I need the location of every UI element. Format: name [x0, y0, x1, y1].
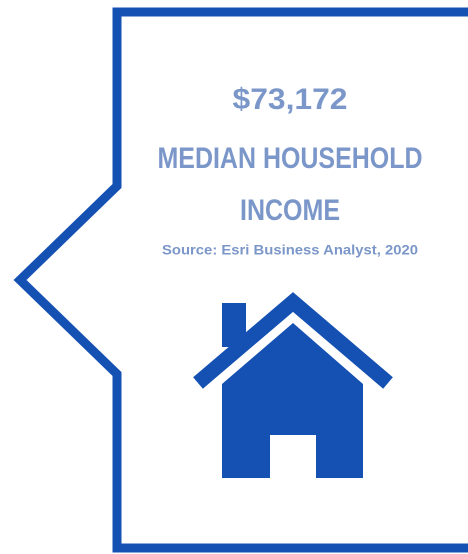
door: [270, 435, 316, 478]
label-line: MEDIAN HOUSEHOLD: [158, 142, 423, 175]
label-line: INCOME: [240, 194, 340, 227]
value: $73,172: [233, 83, 348, 116]
house-icon: [193, 292, 393, 478]
roof: [193, 292, 393, 389]
house-body: [222, 323, 363, 478]
source: Source: Esri Business Analyst, 2020: [162, 242, 418, 258]
card-border: [13, 7, 468, 553]
